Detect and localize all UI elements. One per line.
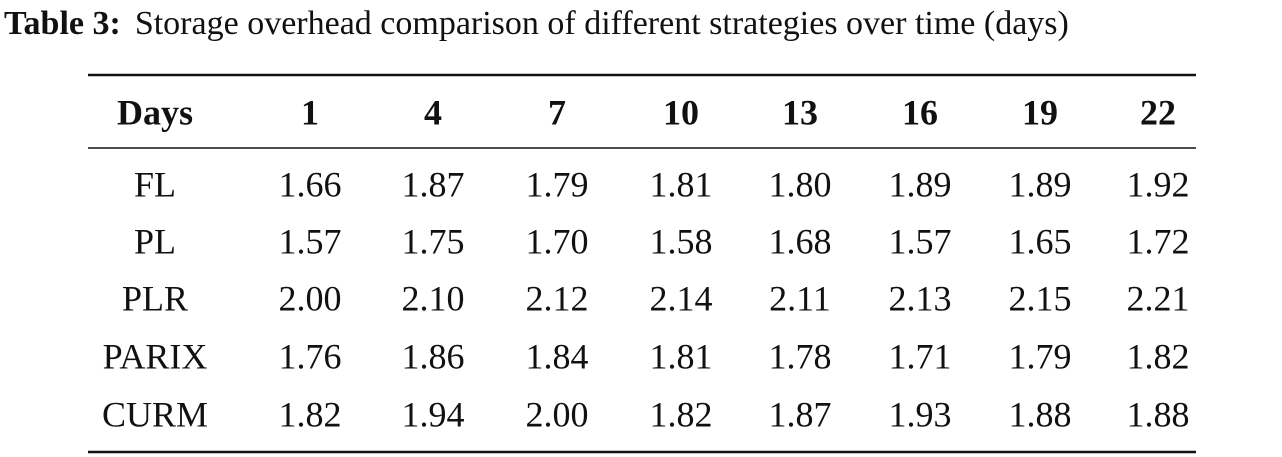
cell: 1.57 — [279, 221, 342, 261]
row-label: CURM — [102, 394, 208, 434]
cell: 1.82 — [279, 394, 342, 434]
cell: 1.76 — [279, 336, 342, 376]
cell: 1.89 — [889, 164, 952, 204]
caption-label: Table 3: — [4, 5, 121, 42]
cell: 1.72 — [1127, 221, 1190, 261]
cell: 2.13 — [889, 278, 952, 318]
cell: 1.68 — [769, 221, 832, 261]
cell: 1.58 — [650, 221, 713, 261]
cell: 1.78 — [769, 336, 832, 376]
header-cell: 10 — [663, 92, 699, 132]
cell: 1.82 — [650, 394, 713, 434]
row-label: PL — [134, 221, 176, 261]
cell: 1.70 — [526, 221, 589, 261]
cell: 1.66 — [279, 164, 342, 204]
cell: 1.87 — [402, 164, 465, 204]
cell: 2.14 — [650, 278, 713, 318]
cell: 1.81 — [650, 336, 713, 376]
cell: 2.12 — [526, 278, 589, 318]
cell: 1.82 — [1127, 336, 1190, 376]
cell: 1.80 — [769, 164, 832, 204]
header-cell: 4 — [424, 92, 442, 132]
row-label: PARIX — [103, 336, 208, 376]
cell: 1.93 — [889, 394, 952, 434]
cell: 2.00 — [279, 278, 342, 318]
cell: 2.10 — [402, 278, 465, 318]
cell: 1.88 — [1127, 394, 1190, 434]
cell: 1.84 — [526, 336, 589, 376]
cell: 1.79 — [1009, 336, 1072, 376]
cell: 1.79 — [526, 164, 589, 204]
header-cell: 16 — [902, 92, 938, 132]
caption-text: Storage overhead comparison of different… — [135, 5, 1069, 42]
cell: 1.81 — [650, 164, 713, 204]
row-label: FL — [134, 164, 176, 204]
cell: 1.86 — [402, 336, 465, 376]
cell: 1.57 — [889, 221, 952, 261]
header-cell: 13 — [782, 92, 818, 132]
cell: 1.75 — [402, 221, 465, 261]
header-cell: 22 — [1140, 92, 1176, 132]
cell: 1.94 — [402, 394, 465, 434]
header-cell: 1 — [301, 92, 319, 132]
cell: 2.11 — [769, 278, 831, 318]
header-cell: 7 — [548, 92, 566, 132]
cell: 1.65 — [1009, 221, 1072, 261]
cell: 1.71 — [889, 336, 952, 376]
cell: 2.15 — [1009, 278, 1072, 318]
cell: 2.00 — [526, 394, 589, 434]
cell: 1.87 — [769, 394, 832, 434]
row-label: PLR — [122, 278, 188, 318]
header-cell: Days — [117, 92, 193, 132]
caption: Table 3: Storage overhead comparison of d… — [4, 5, 1069, 42]
cell: 1.89 — [1009, 164, 1072, 204]
header-cell: 19 — [1022, 92, 1058, 132]
cell: 1.88 — [1009, 394, 1072, 434]
cell: 2.21 — [1127, 278, 1190, 318]
cell: 1.92 — [1127, 164, 1190, 204]
